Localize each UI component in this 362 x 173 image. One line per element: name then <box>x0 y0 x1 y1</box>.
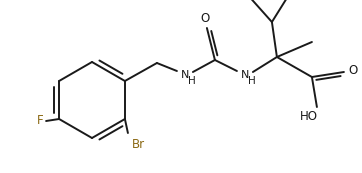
Text: N: N <box>241 70 249 80</box>
Text: N: N <box>181 70 189 80</box>
Text: H: H <box>248 76 256 86</box>
Text: Br: Br <box>132 138 146 151</box>
Text: HO: HO <box>300 111 318 124</box>
Text: O: O <box>348 63 358 76</box>
Text: F: F <box>37 115 43 128</box>
Text: H: H <box>188 76 196 86</box>
Text: O: O <box>200 12 210 25</box>
